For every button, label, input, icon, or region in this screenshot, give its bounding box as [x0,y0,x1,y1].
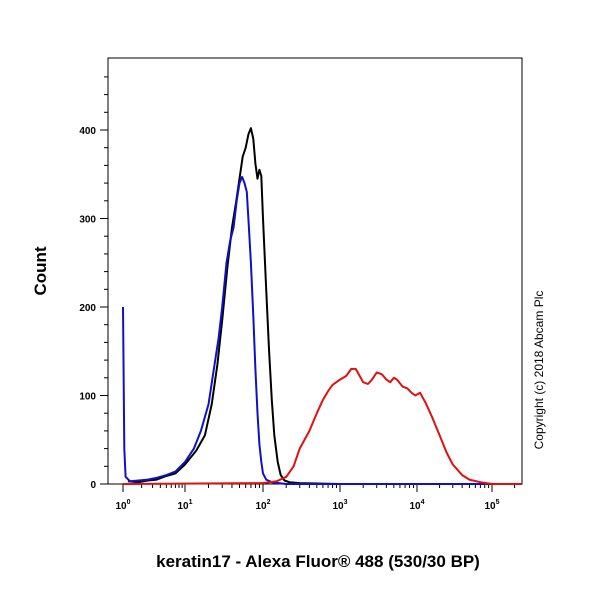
x-tick-label: 102 [255,499,270,512]
x-tick-label: 104 [409,499,424,512]
y-tick-label: 400 [79,126,96,137]
series-layer [122,127,522,485]
copyright-text: Copyright (c) 2018 Abcam Plc [532,291,546,450]
x-axis: 100 101 102 103 104 105 [115,484,516,512]
series-line-1 [127,127,522,485]
y-axis-title: Count [31,246,50,295]
x-tick-label: 100 [115,499,130,512]
x-tick-label: 101 [177,499,192,512]
x-tick-label: 105 [484,499,499,512]
y-tick-label: 200 [79,303,96,314]
y-axis: 0 100 200 300 400 [79,76,108,491]
x-axis-title: keratin17 - Alexa Fluor® 488 (530/30 BP) [156,552,480,571]
series-line-3 [122,367,522,485]
series-line-2 [122,175,522,485]
y-tick-label: 100 [79,392,96,403]
y-tick-label: 300 [79,215,96,226]
x-tick-label: 103 [332,499,347,512]
y-tick-label: 0 [90,480,96,491]
plot-frame [107,57,523,485]
